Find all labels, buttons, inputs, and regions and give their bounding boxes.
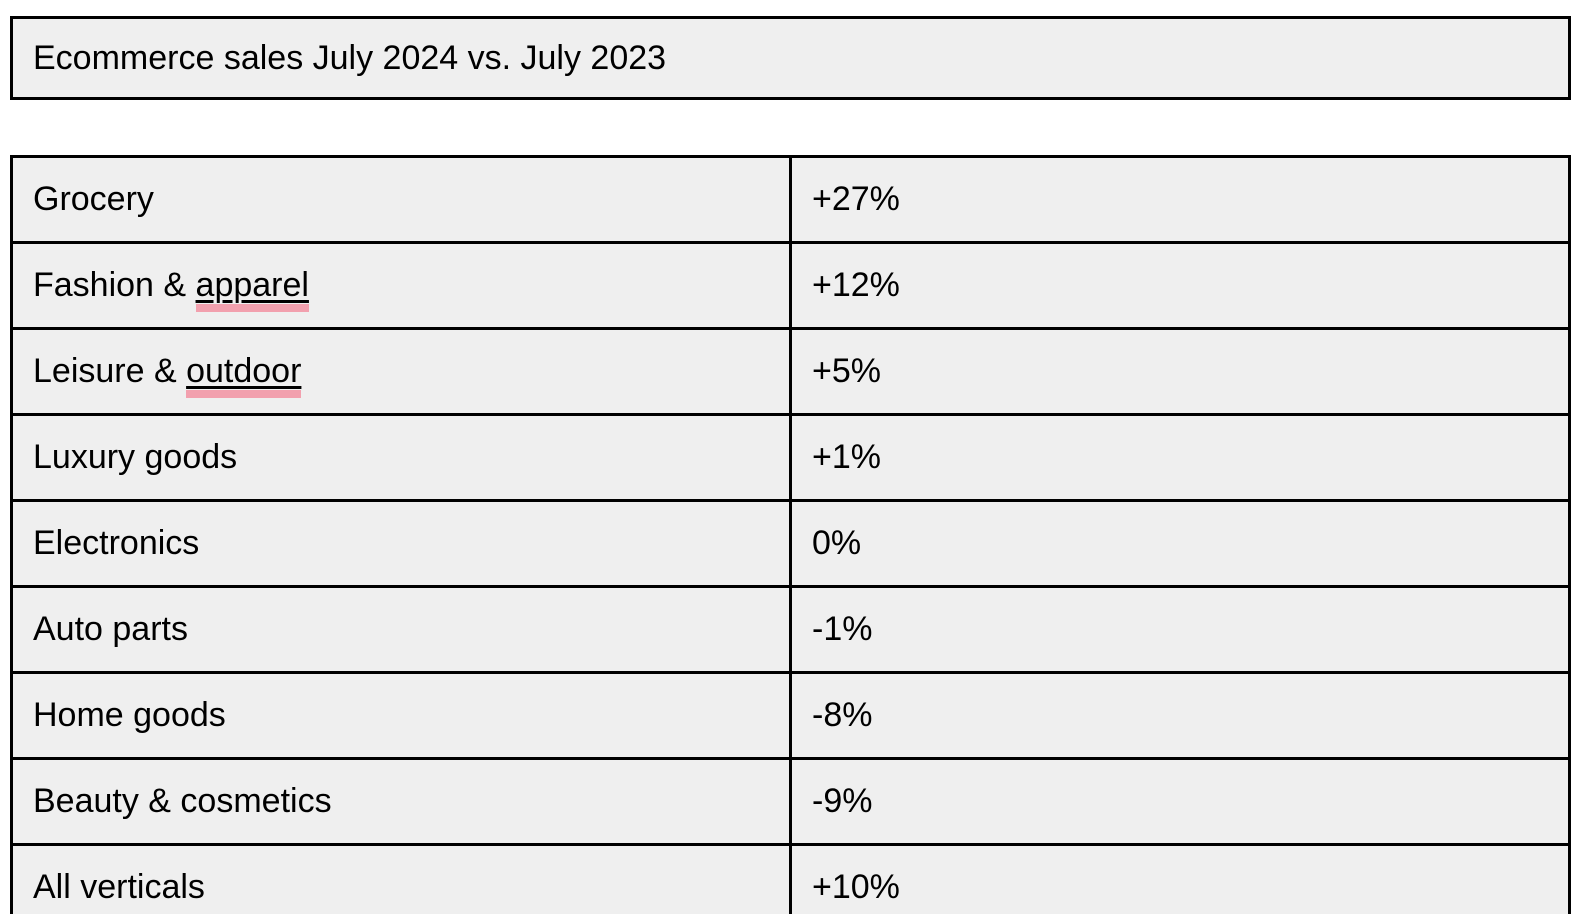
category-cell: Auto parts — [10, 585, 792, 674]
category-cell: Fashion & apparel — [10, 241, 792, 330]
category-cell: Beauty & cosmetics — [10, 757, 792, 846]
category-cell: All verticals — [10, 843, 792, 914]
table-row: Auto parts -1% — [10, 585, 1571, 674]
page-title: Ecommerce sales July 2024 vs. July 2023 — [33, 39, 667, 77]
value-cell: -9% — [789, 757, 1571, 846]
value-cell: +27% — [789, 155, 1571, 244]
table-row: All verticals +10% — [10, 843, 1571, 914]
table-row: Electronics 0% — [10, 499, 1571, 588]
value-cell: -8% — [789, 671, 1571, 760]
table-body: Grocery +27% Fashion & apparel +12% Leisure … — [10, 155, 1571, 914]
value-cell: 0% — [789, 499, 1571, 588]
value-cell: +5% — [789, 327, 1571, 416]
category-cell: Luxury goods — [10, 413, 792, 502]
value-cell: -1% — [789, 585, 1571, 674]
table-row: Leisure & outdoor +5% — [10, 327, 1571, 416]
table-row: Home goods -8% — [10, 671, 1571, 760]
category-cell: Electronics — [10, 499, 792, 588]
category-cell: Grocery — [10, 155, 792, 244]
table-row: Luxury goods +1% — [10, 413, 1571, 502]
value-cell: +1% — [789, 413, 1571, 502]
underlined-term: outdoor — [186, 352, 302, 398]
title-box: Ecommerce sales July 2024 vs. July 2023 — [10, 16, 1571, 100]
table-row: Fashion & apparel +12% — [10, 241, 1571, 330]
category-cell: Leisure & outdoor — [10, 327, 792, 416]
table-row: Beauty & cosmetics -9% — [10, 757, 1571, 846]
value-cell: +10% — [789, 843, 1571, 914]
category-cell: Home goods — [10, 671, 792, 760]
sales-comparison-table: Grocery +27% Fashion & apparel +12% Leisure … — [10, 155, 1571, 914]
value-cell: +12% — [789, 241, 1571, 330]
underlined-term: apparel — [195, 266, 309, 312]
table-row: Grocery +27% — [10, 155, 1571, 244]
